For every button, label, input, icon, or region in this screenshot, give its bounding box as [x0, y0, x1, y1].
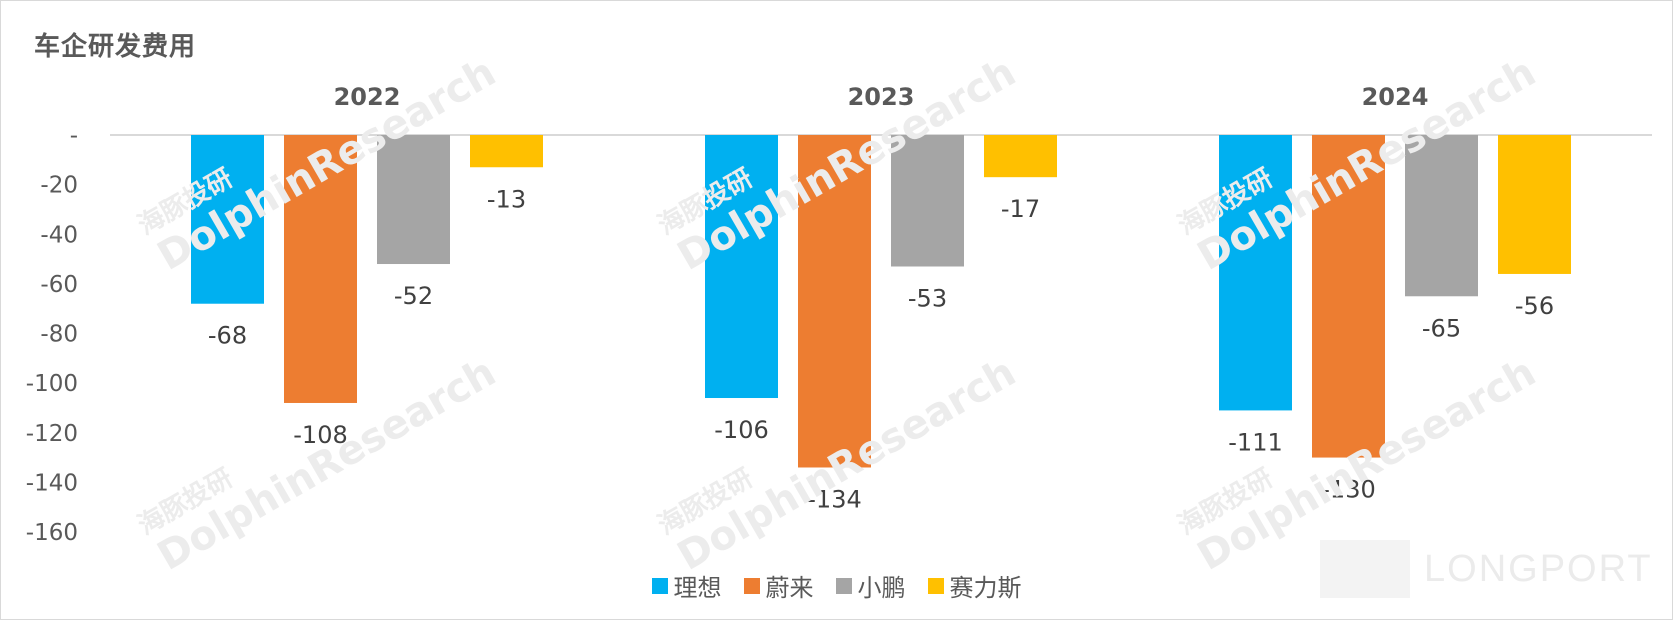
logo-text: LONGPORT: [1424, 547, 1653, 590]
y-tick-label: -120: [26, 421, 78, 447]
y-tick-label: -160: [26, 520, 78, 546]
data-label: -68: [208, 322, 247, 350]
data-label: -56: [1515, 292, 1554, 320]
y-tick-label: -40: [40, 222, 78, 248]
chart-title: 车企研发费用: [34, 32, 197, 62]
bar: [470, 135, 543, 168]
bar: [1405, 135, 1478, 297]
legend-item: 赛力斯: [927, 568, 1022, 603]
category-label: 2022: [334, 83, 401, 111]
legend-swatch: [835, 577, 852, 594]
legend-swatch: [927, 577, 944, 594]
legend-swatch: [743, 577, 760, 594]
legend-item: 小鹏: [835, 568, 906, 603]
bar: [984, 135, 1057, 178]
bar: [891, 135, 964, 267]
bar: [191, 135, 264, 304]
y-tick-label: -: [70, 123, 78, 149]
category-label: 2024: [1362, 83, 1429, 111]
data-label: -108: [293, 421, 347, 449]
bar: [377, 135, 450, 265]
data-label: -111: [1228, 428, 1282, 456]
data-label: -13: [487, 185, 526, 213]
longport-logo: LONGPORT: [1320, 540, 1653, 598]
category-label: 2023: [848, 83, 915, 111]
y-tick-label: -100: [26, 371, 78, 397]
legend-label: 小鹏: [857, 574, 906, 602]
bar: [705, 135, 778, 399]
y-tick-label: -80: [40, 322, 78, 348]
legend-label: 理想: [673, 574, 722, 602]
data-label: -53: [908, 285, 947, 313]
y-tick-label: -140: [26, 470, 78, 496]
bar: [284, 135, 357, 403]
data-label: -130: [1321, 476, 1375, 504]
bar: [1498, 135, 1571, 274]
legend-swatch: [651, 577, 668, 594]
legend-label: 赛力斯: [949, 574, 1022, 602]
bar: [1219, 135, 1292, 411]
chart-legend: 理想 蔚来 小鹏 赛力斯: [0, 568, 1673, 603]
data-label: -134: [807, 485, 861, 513]
y-tick-label: -60: [40, 272, 78, 298]
logo-mark-icon: [1320, 540, 1410, 598]
bar: [1312, 135, 1385, 458]
data-label: -106: [714, 416, 768, 444]
data-label: -65: [1422, 314, 1461, 342]
legend-item: 理想: [651, 568, 722, 603]
legend-label: 蔚来: [765, 574, 814, 602]
data-label: -17: [1001, 195, 1040, 223]
bar: [798, 135, 871, 468]
legend-item: 蔚来: [743, 568, 814, 603]
y-tick-label: -20: [40, 173, 78, 199]
data-label: -52: [394, 282, 433, 310]
